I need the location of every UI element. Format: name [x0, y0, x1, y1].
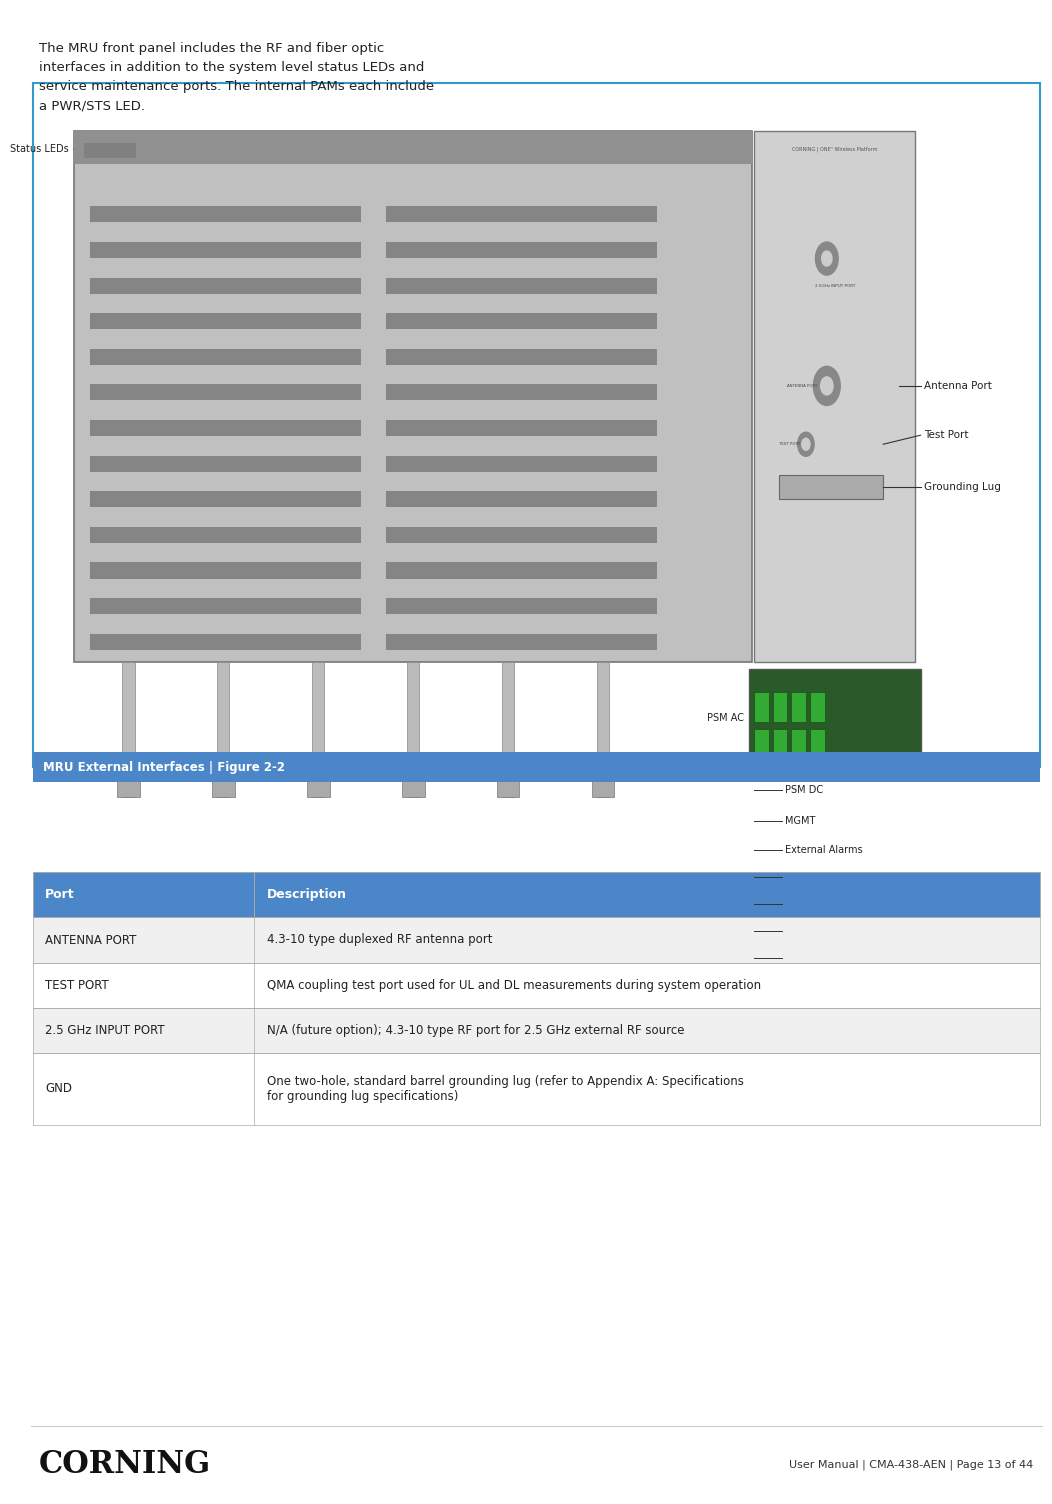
Bar [89, 242, 361, 259]
Bar [596, 662, 609, 797]
Bar [407, 662, 420, 797]
Bar [89, 206, 361, 223]
Text: Test Port: Test Port [924, 430, 968, 441]
Bar [312, 662, 324, 797]
Bar [217, 662, 229, 797]
Bar [89, 420, 361, 436]
Bar [386, 420, 658, 436]
Text: TEST PORT: TEST PORT [45, 979, 109, 991]
Bar [307, 775, 329, 797]
Text: ANTENNA PORT: ANTENNA PORT [45, 934, 137, 946]
Circle shape [822, 251, 832, 266]
Bar [122, 662, 135, 797]
Bar [386, 633, 658, 650]
Bar [89, 599, 361, 614]
Text: Port: Port [45, 889, 75, 901]
Text: MGMT: MGMT [785, 817, 815, 826]
Bar [402, 775, 425, 797]
Bar [778, 475, 884, 499]
Text: LC/APC: LC/APC [785, 899, 821, 908]
Text: QMA coupling test port used for UL and DL measurements during system operation: QMA coupling test port used for UL and D… [267, 979, 761, 991]
Text: TEST PORT: TEST PORT [778, 442, 800, 447]
Circle shape [821, 378, 833, 396]
Bar [749, 669, 920, 767]
Bar [33, 1053, 1039, 1125]
Bar [386, 242, 658, 259]
Bar [386, 599, 658, 614]
Bar [386, 349, 658, 365]
Bar [386, 456, 658, 472]
Text: One two-hole, standard barrel grounding lug (refer to Appendix A: Specifications: One two-hole, standard barrel grounding … [267, 1075, 744, 1102]
Bar [773, 729, 787, 760]
Text: Exp.: Exp. [785, 872, 807, 881]
Text: Description: Description [267, 889, 347, 901]
Text: CORNING | ONE° Wireless Platform: CORNING | ONE° Wireless Platform [792, 146, 877, 152]
Bar [89, 562, 361, 579]
Bar [89, 349, 361, 365]
Text: MRU External Interfaces | Figure 2-2: MRU External Interfaces | Figure 2-2 [43, 761, 285, 773]
Bar [74, 131, 752, 662]
Text: CORNING: CORNING [39, 1450, 211, 1480]
Bar [386, 562, 658, 579]
Bar [386, 313, 658, 329]
Bar [754, 692, 769, 722]
Bar [33, 917, 1039, 963]
Bar [89, 278, 361, 293]
Text: Antenna Port: Antenna Port [924, 381, 991, 391]
Circle shape [813, 367, 841, 406]
Text: ANTENNA PORT: ANTENNA PORT [787, 384, 816, 388]
Bar [89, 313, 361, 329]
Circle shape [815, 242, 838, 275]
Text: User Manual | CMA-438-AEN | Page 13 of 44: User Manual | CMA-438-AEN | Page 13 of 4… [789, 1460, 1033, 1469]
Text: PSM DC: PSM DC [785, 785, 824, 794]
Text: The MRU front panel includes the RF and fiber optic
interfaces in addition to th: The MRU front panel includes the RF and … [39, 42, 434, 113]
Bar [754, 729, 769, 760]
Text: 4.3-10 type duplexed RF antenna port: 4.3-10 type duplexed RF antenna port [267, 934, 492, 946]
Text: Status LEDs: Status LEDs [11, 144, 69, 155]
Bar [791, 692, 806, 722]
Text: N/A (future option); 4.3-10 type RF port for 2.5 GHz external RF source: N/A (future option); 4.3-10 type RF port… [267, 1024, 684, 1036]
Bar [497, 775, 520, 797]
Bar [810, 729, 825, 760]
Bar [74, 131, 752, 164]
Bar [386, 206, 658, 223]
Text: External Alarms: External Alarms [785, 845, 863, 854]
Bar [773, 692, 787, 722]
Bar [791, 729, 806, 760]
Circle shape [797, 432, 814, 456]
Bar [117, 775, 140, 797]
Circle shape [802, 438, 810, 450]
Text: 2.5GHz INPUT PORT: 2.5GHz INPUT PORT [814, 284, 855, 287]
Bar [591, 775, 614, 797]
Bar [211, 775, 235, 797]
Bar [386, 385, 658, 400]
Bar [33, 872, 1039, 917]
Bar [33, 1008, 1039, 1053]
Bar [89, 492, 361, 507]
Bar [84, 143, 136, 158]
Bar [33, 963, 1039, 1008]
Bar [810, 692, 825, 722]
Text: 2.5 GHz INPUT PORT: 2.5 GHz INPUT PORT [45, 1024, 165, 1036]
Bar [386, 492, 658, 507]
Bar [386, 526, 658, 543]
Bar [33, 83, 1039, 767]
Text: PSM AC: PSM AC [707, 713, 744, 723]
Bar [386, 278, 658, 293]
Bar [89, 633, 361, 650]
Bar [89, 385, 361, 400]
Bar [502, 662, 514, 797]
Bar [754, 131, 915, 662]
Bar [33, 752, 1039, 782]
Text: Exp. UL: Exp. UL [785, 954, 823, 963]
Text: Exp. DL: Exp. DL [785, 926, 823, 935]
Bar [89, 526, 361, 543]
Bar [89, 456, 361, 472]
Text: GND: GND [45, 1083, 73, 1095]
Text: Grounding Lug: Grounding Lug [924, 481, 1000, 492]
